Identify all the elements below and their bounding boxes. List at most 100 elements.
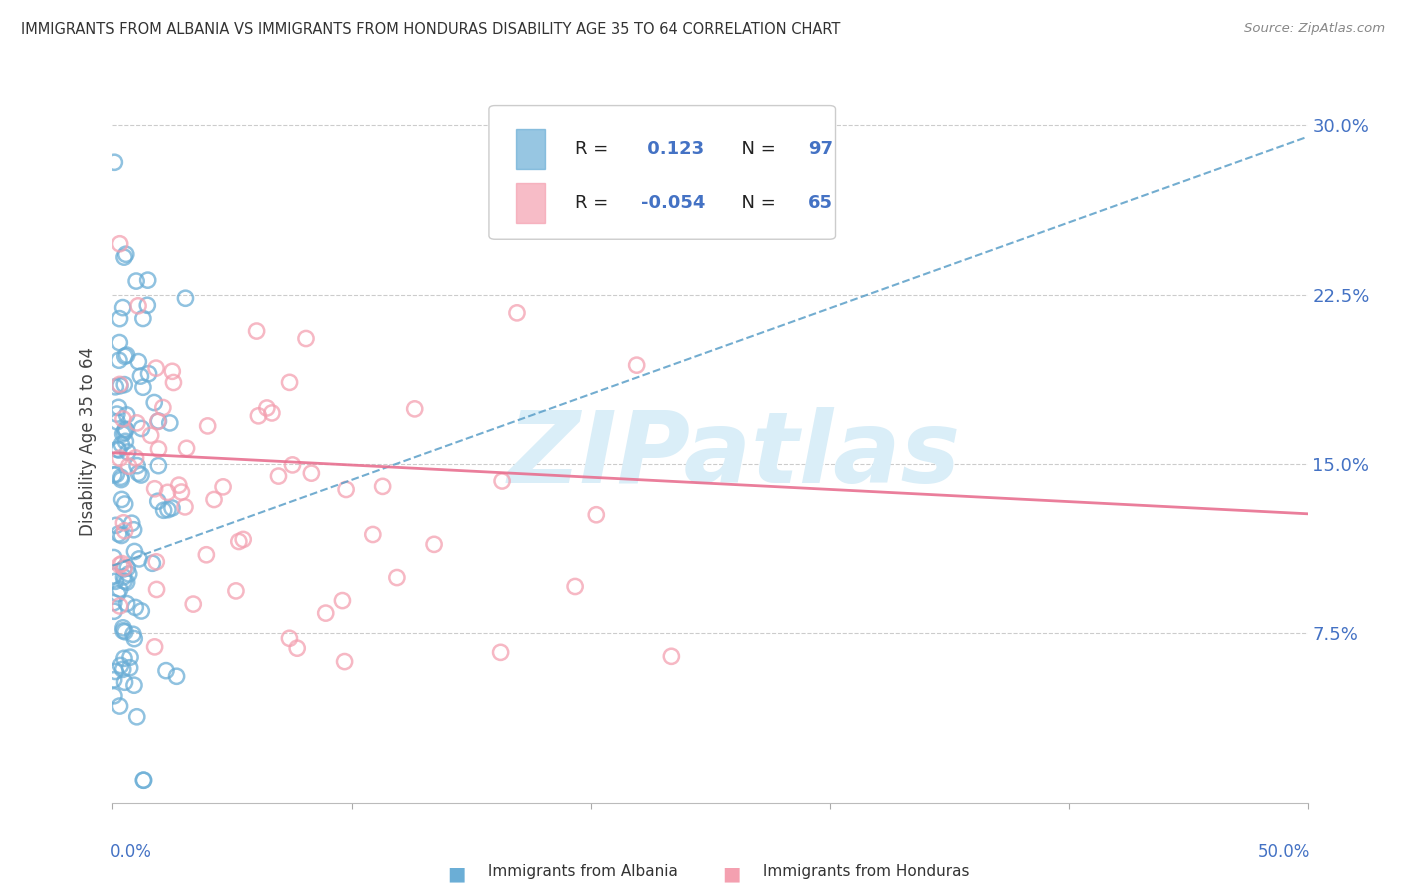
Point bbox=[122, 632, 145, 646]
Point bbox=[108, 236, 131, 251]
Text: R =: R = bbox=[575, 194, 614, 212]
Text: 0.0%: 0.0% bbox=[110, 843, 152, 861]
Point bbox=[333, 655, 356, 669]
Point bbox=[121, 516, 143, 531]
Point bbox=[112, 651, 135, 665]
Point bbox=[124, 544, 146, 558]
Point bbox=[112, 425, 135, 440]
Point bbox=[145, 555, 167, 569]
Point bbox=[127, 354, 149, 368]
Point bbox=[110, 470, 132, 484]
Text: 65: 65 bbox=[808, 194, 832, 212]
Point bbox=[114, 423, 136, 437]
Point bbox=[136, 298, 159, 312]
Point bbox=[315, 606, 337, 620]
Point bbox=[156, 485, 179, 500]
Point bbox=[141, 556, 163, 570]
Point bbox=[136, 273, 159, 287]
Point bbox=[228, 534, 250, 549]
Point bbox=[115, 348, 138, 362]
Point bbox=[114, 524, 136, 538]
Point bbox=[127, 299, 149, 313]
Point bbox=[111, 412, 134, 426]
Point bbox=[489, 645, 512, 659]
Point bbox=[107, 587, 129, 601]
Point bbox=[174, 500, 197, 514]
Point bbox=[145, 582, 167, 597]
Text: 50.0%: 50.0% bbox=[1257, 843, 1310, 861]
Point bbox=[111, 301, 134, 315]
Point bbox=[108, 377, 131, 392]
Point bbox=[139, 428, 162, 442]
Point bbox=[128, 552, 150, 566]
Point bbox=[332, 593, 354, 607]
Point bbox=[104, 518, 127, 533]
Point bbox=[132, 380, 155, 394]
Point bbox=[103, 673, 125, 687]
Point bbox=[111, 426, 134, 441]
Point bbox=[103, 569, 125, 583]
Point bbox=[129, 468, 152, 483]
Point bbox=[115, 597, 138, 611]
Point bbox=[160, 501, 183, 516]
Point bbox=[125, 710, 148, 724]
Text: Immigrants from Honduras: Immigrants from Honduras bbox=[758, 864, 969, 880]
FancyBboxPatch shape bbox=[489, 105, 835, 239]
Text: Immigrants from Albania: Immigrants from Albania bbox=[484, 864, 678, 880]
Point bbox=[103, 596, 125, 610]
Text: 97: 97 bbox=[808, 140, 832, 158]
FancyBboxPatch shape bbox=[516, 129, 546, 169]
Point bbox=[122, 678, 145, 692]
Text: ZIPatlas: ZIPatlas bbox=[508, 408, 960, 505]
Text: ■: ■ bbox=[447, 864, 465, 883]
Point bbox=[260, 406, 283, 420]
Point bbox=[124, 600, 146, 615]
Text: N =: N = bbox=[730, 140, 782, 158]
Point bbox=[114, 247, 136, 261]
Point bbox=[122, 627, 145, 641]
Point bbox=[371, 479, 394, 493]
Text: 0.123: 0.123 bbox=[641, 140, 704, 158]
Point bbox=[167, 478, 190, 492]
Point bbox=[385, 570, 408, 584]
Point bbox=[423, 537, 446, 551]
Point bbox=[506, 306, 529, 320]
Point bbox=[107, 443, 129, 458]
Point bbox=[118, 650, 141, 665]
Point bbox=[114, 497, 136, 511]
Point bbox=[152, 503, 174, 517]
Point bbox=[146, 414, 169, 428]
Point bbox=[112, 377, 135, 392]
Point bbox=[176, 442, 198, 456]
Point bbox=[125, 274, 148, 288]
Point bbox=[152, 401, 174, 415]
Point bbox=[105, 415, 128, 429]
Point bbox=[108, 311, 131, 326]
Point bbox=[105, 407, 128, 421]
FancyBboxPatch shape bbox=[516, 183, 546, 223]
Point bbox=[170, 485, 193, 500]
Point bbox=[117, 561, 139, 575]
Point bbox=[115, 408, 138, 422]
Point bbox=[108, 378, 131, 392]
Point bbox=[104, 380, 127, 394]
Point bbox=[112, 561, 135, 575]
Point bbox=[118, 661, 141, 675]
Point bbox=[626, 358, 648, 372]
Y-axis label: Disability Age 35 to 64: Disability Age 35 to 64 bbox=[79, 347, 97, 536]
Point bbox=[145, 361, 167, 376]
Point bbox=[108, 353, 131, 368]
Point bbox=[122, 523, 145, 537]
Point bbox=[117, 445, 139, 459]
Point bbox=[181, 597, 204, 611]
Point bbox=[114, 624, 136, 639]
Point bbox=[143, 640, 166, 654]
Point bbox=[110, 658, 132, 673]
Point bbox=[491, 474, 513, 488]
Point bbox=[111, 492, 134, 507]
Point bbox=[162, 376, 184, 390]
Point bbox=[148, 414, 170, 428]
Point bbox=[127, 467, 149, 481]
Point bbox=[162, 364, 184, 378]
Point bbox=[108, 599, 131, 613]
